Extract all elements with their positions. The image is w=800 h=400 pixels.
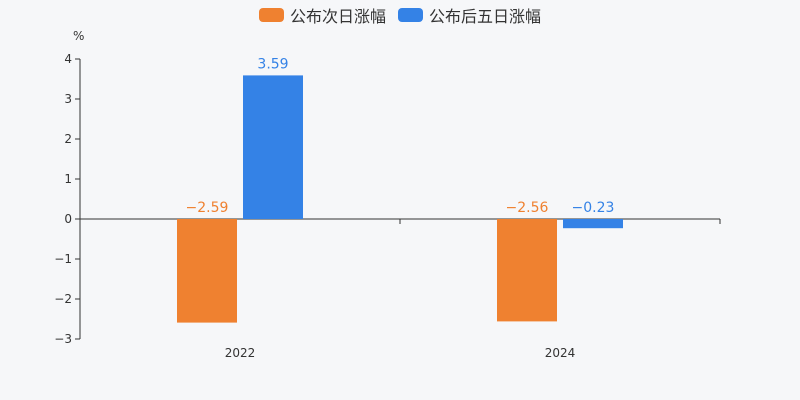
legend: 公布次日涨幅 公布后五日涨幅 bbox=[0, 4, 800, 26]
y-tick-label: 4 bbox=[64, 52, 72, 66]
y-axis-unit-label: % bbox=[73, 29, 85, 43]
bar-next-day bbox=[497, 219, 557, 322]
bar-five-day bbox=[243, 75, 303, 220]
legend-label-five-day: 公布后五日涨幅 bbox=[429, 7, 542, 26]
bar-next-day bbox=[177, 219, 237, 323]
y-tick-label: −3 bbox=[54, 332, 72, 346]
legend-label-next-day: 公布次日涨幅 bbox=[289, 7, 386, 26]
x-category-label: 2022 bbox=[225, 346, 256, 360]
legend-item-next-day[interactable]: 公布次日涨幅 bbox=[258, 4, 386, 26]
data-label-next-day: −2.59 bbox=[186, 200, 229, 216]
y-tick-label: 0 bbox=[64, 212, 72, 226]
y-tick-label: −2 bbox=[54, 292, 72, 306]
y-tick-label: 1 bbox=[64, 172, 72, 186]
data-label-five-day: −0.23 bbox=[572, 200, 615, 216]
y-tick-label: 2 bbox=[64, 132, 72, 146]
y-tick-label: −1 bbox=[54, 252, 72, 266]
y-tick-label: 3 bbox=[64, 92, 72, 106]
data-label-next-day: −2.56 bbox=[506, 200, 549, 216]
legend-swatch-five-day bbox=[398, 8, 423, 22]
data-label-five-day: 3.59 bbox=[257, 56, 288, 72]
legend-swatch-next-day bbox=[258, 8, 284, 22]
x-category-label: 2024 bbox=[545, 346, 576, 360]
bar-five-day bbox=[563, 219, 623, 229]
legend-item-five-day[interactable]: 公布后五日涨幅 bbox=[398, 4, 541, 26]
